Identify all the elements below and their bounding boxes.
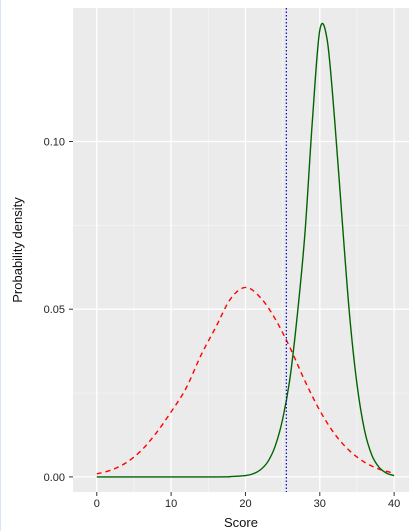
plot-panel [73, 8, 409, 492]
x-tick-label: 0 [94, 498, 100, 510]
series-layer [96, 22, 395, 478]
x-tick-label: 10 [165, 498, 177, 510]
series-line-solid [96, 22, 395, 478]
x-axis-title: Score [224, 515, 258, 530]
axis-tick-marks [69, 140, 395, 496]
x-tick-label: 40 [388, 498, 400, 510]
series-line-dashed [96, 286, 395, 475]
y-axis-title: Probability density [10, 197, 25, 303]
x-tick-label: 30 [314, 498, 326, 510]
x-tick-label: 20 [239, 498, 251, 510]
y-tick-labels: 0.00 0.05 0.10 [44, 136, 65, 483]
y-tick-label: 0.05 [44, 304, 65, 316]
x-tick-labels: 0 10 20 30 40 [94, 498, 401, 510]
y-tick-label: 0.10 [44, 136, 65, 148]
y-tick-label: 0.00 [44, 472, 65, 484]
